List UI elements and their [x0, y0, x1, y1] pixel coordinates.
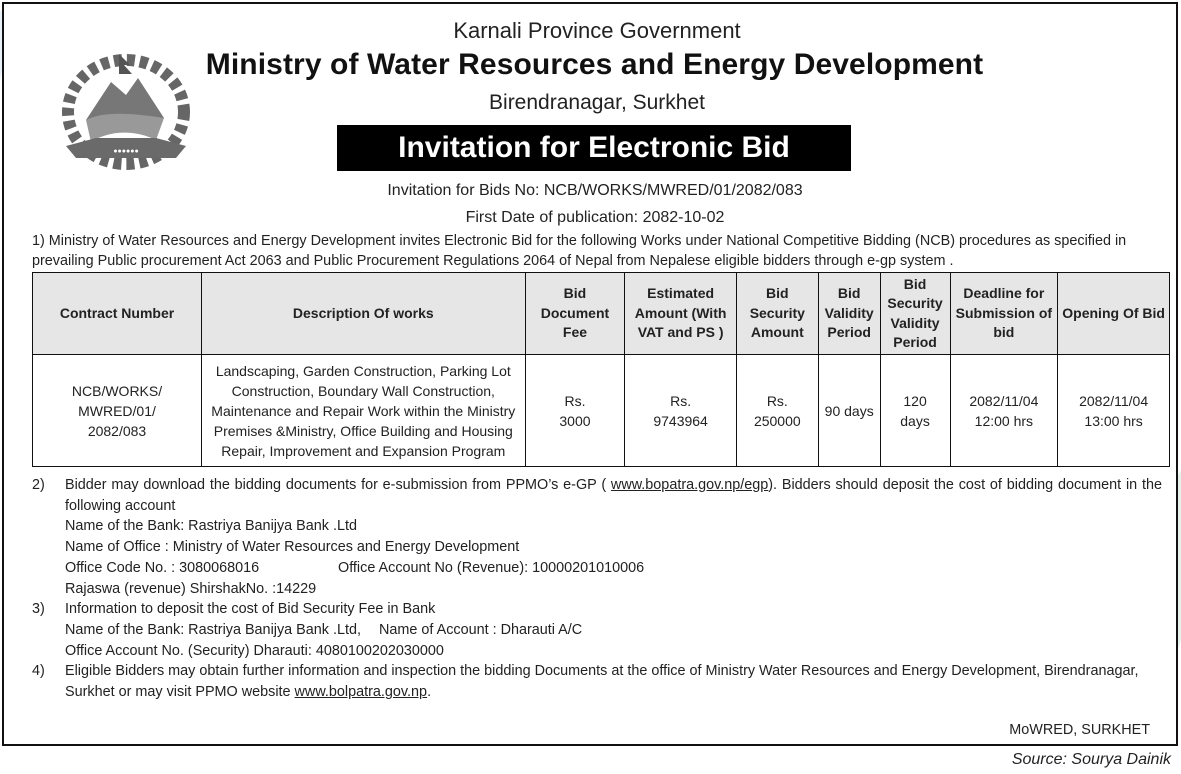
bid-table: Contract Number Description Of works Bid…	[31, 272, 1170, 467]
clause-3-title: Information to deposit the cost of Bid S…	[65, 601, 436, 618]
notice-title-banner: Invitation for Electronic Bid	[337, 125, 851, 171]
clause-4-text: Eligible Bidders may obtain further info…	[65, 663, 1139, 701]
government-name: Karnali Province Government	[453, 18, 741, 43]
bank-name: Name of the Bank: Rastriya Banijya Bank …	[65, 518, 357, 535]
svg-text:●●●●●●: ●●●●●●	[113, 148, 138, 155]
cell-bid-document-fee: Rs. 3000	[524, 354, 626, 467]
ifb-number: Invitation for Bids No: NCB/WORKS/MWRED/…	[387, 182, 803, 199]
cell-description: Landscaping, Garden Construction, Parkin…	[201, 354, 526, 467]
cell-deadline: 2082/11/04 12:00 hrs	[949, 354, 1059, 467]
office-name: Name of Office : Ministry of Water Resou…	[65, 539, 520, 556]
bid-notice: ●●●●●● Karnali Province Government Minis…	[2, 2, 1178, 746]
egp-link[interactable]: www.bopatra.gov.np/egp	[610, 477, 769, 493]
cell-contract-number: NCB/WORKS/ MWRED/01/ 2082/083	[31, 354, 203, 467]
bolpatra-link[interactable]: www.bolpatra.gov.np	[294, 684, 428, 701]
col-description: Description Of works	[201, 272, 526, 355]
clause-number: 3)	[32, 601, 45, 618]
signoff: MoWRED, SURKHET	[1009, 722, 1150, 738]
clause-number: 2)	[32, 477, 45, 493]
security-account-name: Name of Account : Dharauti A/C	[379, 621, 583, 638]
col-bid-validity: Bid Validity Period	[817, 272, 881, 355]
col-estimated-amount: Estimated Amount (With VAT and PS )	[624, 272, 737, 355]
security-bank-name: Name of the Bank: Rastriya Banijya Bank …	[65, 621, 361, 638]
col-contract-number: Contract Number	[31, 272, 203, 355]
security-account-no: Office Account No. (Security) Dharauti: …	[65, 642, 444, 659]
col-deadline: Deadline for Submission of bid	[949, 272, 1059, 355]
clause-4: 4) Eligible Bidders may obtain further i…	[32, 661, 1162, 702]
clause-2: 2) Bidder may download the bidding docum…	[32, 475, 1162, 516]
clause-number: 4)	[32, 663, 45, 680]
security-bank-row: Name of the Bank: Rastriya Banijya Bank …	[32, 620, 1162, 641]
table-row: NCB/WORKS/ MWRED/01/ 2082/083 Landscapin…	[31, 354, 1170, 467]
office-account-revenue: Office Account No (Revenue): 10000201010…	[338, 559, 645, 576]
ministry-location: Birendranagar, Surkhet	[489, 91, 705, 114]
col-bid-security-validity: Bid Security Validity Period	[879, 272, 951, 355]
office-code: Office Code No. : 3080068016	[65, 559, 260, 576]
ministry-name: Ministry of Water Resources and Energy D…	[205, 48, 984, 81]
publication-date: First Date of publication: 2082-10-02	[465, 209, 725, 226]
clause-2-text-end: ). Bidders should deposit the cost of bi…	[65, 477, 1162, 514]
intro-paragraph: 1) Ministry of Water Resources and Energ…	[32, 233, 1127, 269]
clause-3: 3) Information to deposit the cost of Bi…	[32, 599, 1162, 620]
clauses-list: 2) Bidder may download the bidding docum…	[32, 475, 1162, 703]
nepal-emblem-icon: ●●●●●●	[62, 54, 190, 170]
rajaswa-number: Rajaswa (revenue) ShirshakNo. :14229	[65, 580, 317, 597]
table-header-row: Contract Number Description Of works Bid…	[31, 272, 1170, 355]
col-bid-security-amount: Bid Security Amount	[735, 272, 819, 355]
cell-bid-security-validity: 120 days	[879, 354, 951, 467]
cell-bid-security-amount: Rs. 250000	[735, 354, 819, 467]
cell-opening: 2082/11/04 13:00 hrs	[1057, 354, 1170, 467]
cell-estimated-amount: Rs. 9743964	[624, 354, 737, 467]
clause-4-end: .	[427, 684, 432, 701]
col-bid-document-fee: Bid Document Fee	[524, 272, 626, 355]
clause-2-text: Bidder may download the bidding document…	[65, 477, 611, 493]
source-credit: Source: Sourya Dainik	[1011, 751, 1171, 768]
office-codes: Office Code No. : 3080068016 Office Accou…	[32, 558, 1162, 579]
cell-bid-validity: 90 days	[817, 354, 881, 467]
col-opening: Opening Of Bid	[1057, 272, 1170, 355]
